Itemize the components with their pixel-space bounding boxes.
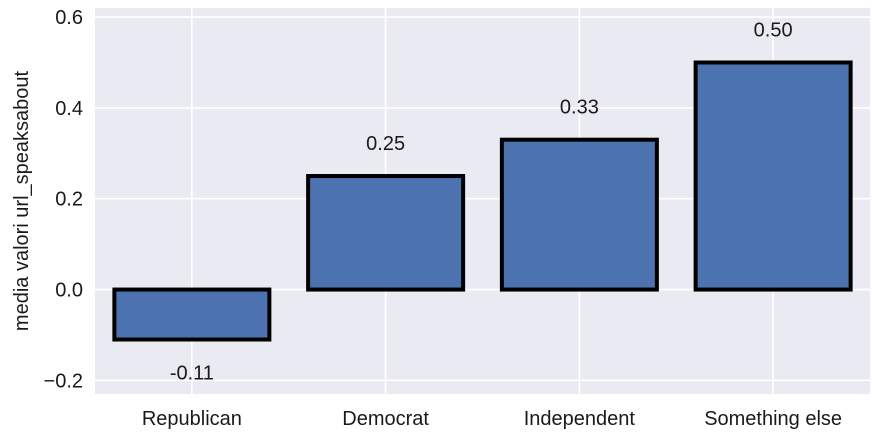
data-label: 0.33: [560, 97, 599, 119]
y-tick-label: −0.2: [44, 370, 83, 392]
y-axis-label: media valori url_speaksabout: [11, 70, 33, 331]
y-tick-label: 0.6: [55, 7, 83, 29]
y-tick-label: 0.0: [55, 280, 83, 302]
data-label: 0.50: [754, 19, 793, 41]
x-tick-label: Democrat: [342, 408, 429, 430]
data-labels: -0.11 0.25 0.33 0.50: [170, 19, 793, 384]
bar: [693, 60, 853, 292]
bar: [499, 137, 659, 292]
bar: [112, 287, 272, 342]
x-tick-label: Republican: [142, 408, 242, 430]
bars: [112, 60, 853, 342]
x-tick-label: Something else: [704, 408, 842, 430]
data-label: -0.11: [170, 363, 214, 385]
y-tick-labels: −0.2 0.0 0.2 0.4 0.6: [44, 7, 83, 392]
y-tick-label: 0.4: [55, 98, 83, 120]
x-tick-labels: Republican Democrat Independent Something e…: [142, 408, 842, 430]
data-label: 0.25: [366, 133, 405, 155]
y-tick-label: 0.2: [55, 189, 83, 211]
x-tick-label: Independent: [524, 408, 636, 430]
bar: [306, 174, 466, 292]
